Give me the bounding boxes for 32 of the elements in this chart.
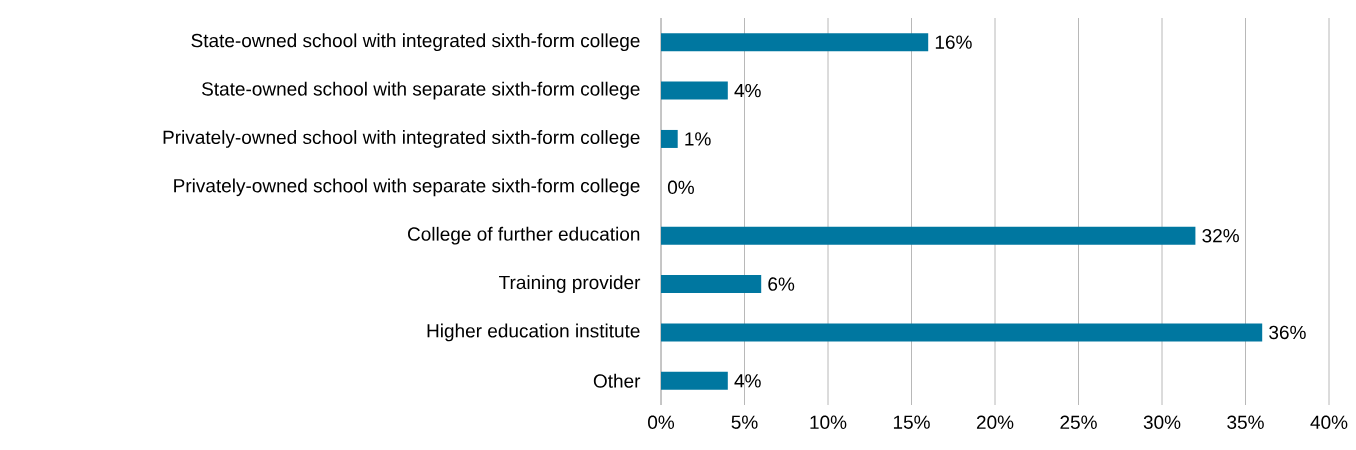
x-tick-label: 0% (648, 415, 675, 429)
x-tick-label: 10% (810, 415, 847, 429)
bar (661, 323, 1263, 342)
data-label: 36% (1269, 325, 1306, 340)
bar (661, 33, 929, 52)
data-label: 1% (685, 132, 711, 146)
bar (661, 371, 728, 390)
data-label: 0% (667, 180, 694, 195)
x-tick-label: 20% (976, 415, 1014, 429)
y-tick-label: College of further education (408, 226, 640, 245)
y-tick-label: Training provider (499, 275, 641, 293)
x-tick-label: 25% (1060, 415, 1097, 429)
y-tick-label: State-owned school with integrated sixth-form college (191, 33, 640, 52)
data-label: 4% (734, 83, 761, 98)
y-tick-label: Privately-owned school with separate sixth-form college (174, 178, 640, 197)
bar (661, 81, 728, 100)
y-tick-label: Privately-owned school with integrated sixth-form college (163, 130, 640, 148)
bar (661, 226, 1196, 245)
x-tick-label: 30% (1143, 415, 1181, 429)
x-tick-label: 5% (731, 415, 758, 429)
data-label: 16% (935, 35, 972, 49)
data-label: 32% (1202, 228, 1239, 243)
x-tick-label: 15% (893, 415, 930, 429)
bar (661, 129, 678, 148)
y-tick-label: Other (593, 373, 641, 388)
y-tick-label: State-owned school with separate sixth-form college (202, 81, 640, 100)
data-label: 6% (768, 277, 795, 291)
y-tick-label: Higher education institute (427, 323, 640, 342)
x-tick-label: 35% (1227, 415, 1264, 429)
bar (661, 275, 762, 294)
data-label: 4% (734, 374, 761, 388)
x-tick-label: 40% (1310, 415, 1348, 429)
